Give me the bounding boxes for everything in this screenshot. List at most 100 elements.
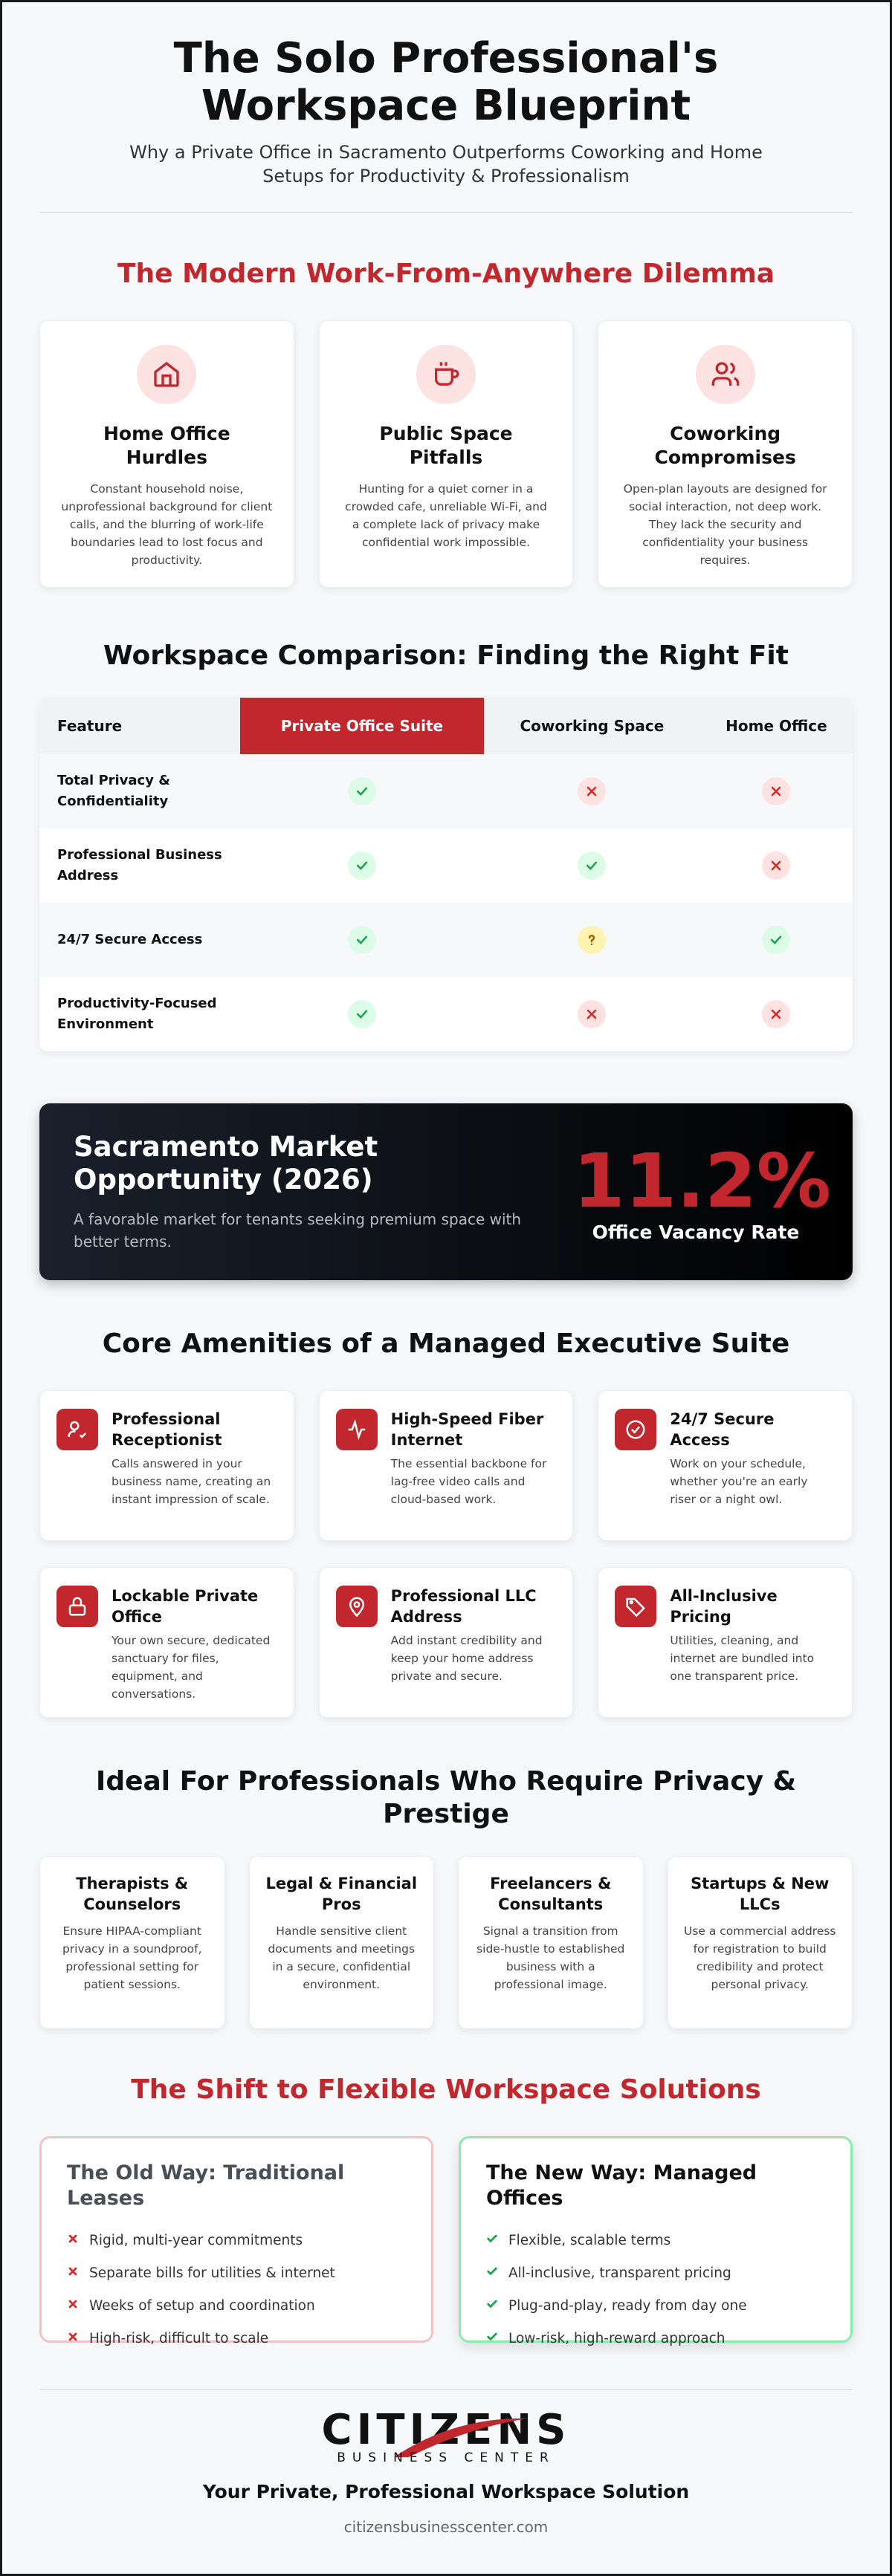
shift-boxes: The Old Way: Traditional Leases Rigid, mu… [39, 2136, 853, 2346]
cross-icon [762, 1000, 791, 1028]
url: citizensbusinesscenter.com [343, 2518, 549, 2536]
bullet-icon [486, 2257, 498, 2290]
ideal-text: Use a commercial address for registratio… [683, 1924, 836, 1991]
check-icon [347, 777, 376, 805]
icon [137, 345, 197, 404]
dilemma-card: Home Office Hurdles Constant household n… [39, 320, 294, 588]
item-text: Plug-and-play, ready from day one [508, 2298, 747, 2314]
list-item: Rigid, multi-year commitments [67, 2225, 406, 2257]
amenity-text: The essential backbone for lag-free vide… [390, 1457, 547, 1506]
list-item: Flexible, scalable terms [486, 2225, 825, 2257]
list: Flexible, scalable terms All-inclusive, t… [486, 2225, 825, 2355]
tagline: Your Private, Professional Workspace Sol… [202, 2481, 690, 2502]
bullet-icon [67, 2290, 79, 2323]
row: 24/7 Secure Access [39, 903, 853, 977]
amenity-body: 24/7 Secure Access Work on your schedule,… [670, 1409, 836, 1522]
item-text: All-inclusive, transparent pricing [508, 2265, 731, 2281]
stat-value: 11.2% [573, 1137, 831, 1224]
row: Professional Business Address [39, 828, 853, 903]
stat-label: Office Vacancy Rate [592, 1221, 800, 1243]
check-icon [578, 851, 607, 880]
icon [335, 1409, 378, 1450]
amenity-title: 24/7 Secure Access [670, 1410, 775, 1449]
feature: Total Privacy & Confidentiality [39, 754, 240, 828]
column-header: Feature [39, 698, 240, 754]
header-row: Feature Private Office Suite Coworking S… [39, 698, 853, 754]
ideal-text: Signal a transition from side-hustle to … [476, 1924, 625, 1991]
maybe-icon [578, 926, 607, 954]
icon [56, 1409, 98, 1450]
bullet-icon [486, 2225, 498, 2257]
logo-text: CITIZENS [321, 2411, 570, 2454]
amenity-card: All-Inclusive Pricing Utilities, cleaning… [598, 1567, 853, 1718]
check-icon [347, 1000, 376, 1028]
amenity-text: Add instant credibility and keep your ho… [390, 1634, 543, 1683]
cross-icon [578, 1000, 607, 1028]
amenity-body: High-Speed Fiber Internet The essential b… [391, 1409, 557, 1522]
bullet-icon [67, 2257, 79, 2290]
cross-icon [762, 777, 791, 805]
amenity-title: Professional LLC Address [390, 1587, 537, 1626]
logo-swoosh [394, 2418, 528, 2457]
bullet-icon [486, 2290, 498, 2323]
check-icon [347, 851, 376, 880]
box-title: The Old Way: Traditional Leases [67, 2161, 345, 2210]
list-item: All-inclusive, transparent pricing [486, 2257, 825, 2290]
ideal-card: Therapists & Counselors Ensure HIPAA-comp… [39, 1856, 225, 2029]
ideal-title: Therapists & Counselors [76, 1875, 189, 1913]
column-header: Private Office Suite [240, 698, 484, 754]
amenity-body: All-Inclusive Pricing Utilities, cleaning… [670, 1586, 836, 1699]
banner-title: Sacramento Market Opportunity (2026) [74, 1131, 378, 1195]
section-heading: Core Amenities of a Managed Executive Su… [102, 1328, 790, 1359]
content: The Solo Professional's Workspace Bluepr… [2, 2, 890, 2536]
item-text: Low-risk, high-reward approach [508, 2331, 725, 2346]
ideal-text: Handle sensitive client documents and me… [268, 1924, 416, 1991]
ideal-card: Startups & New LLCs Use a commercial addr… [667, 1856, 853, 2029]
ideal-title: Legal & Financial Pros [265, 1875, 418, 1913]
amenity-grid: Professional Receptionist Calls answered … [39, 1390, 853, 1718]
subtitle: Why a Private Office in Sacramento Outpe… [129, 142, 763, 186]
dilemma-card: Public Space Pitfalls Hunting for a quie… [318, 320, 574, 588]
box-title: The New Way: Managed Offices [486, 2161, 757, 2210]
list-item: High-risk, difficult to scale [67, 2323, 406, 2355]
list-item: Low-risk, high-reward approach [486, 2323, 825, 2355]
amenity-card: High-Speed Fiber Internet The essential b… [318, 1390, 574, 1541]
section-heading: The Shift to Flexible Workspace Solution… [131, 2074, 761, 2105]
item-text: Weeks of setup and coordination [89, 2298, 315, 2314]
dilemma-cards: Home Office Hurdles Constant household n… [39, 320, 853, 588]
ideal-title: Freelancers & Consultants [490, 1875, 612, 1913]
item-text: Rigid, multi-year commitments [89, 2233, 303, 2248]
amenity-title: All-Inclusive Pricing [670, 1587, 778, 1626]
ideal-text: Ensure HIPAA-compliant privacy in a soun… [62, 1924, 202, 1991]
comparison-table: Feature Private Office Suite Coworking S… [39, 698, 853, 1051]
amenity-card: 24/7 Secure Access Work on your schedule,… [598, 1390, 853, 1541]
icon [615, 1409, 657, 1450]
amenity-body: Professional LLC Address Add instant cred… [391, 1586, 557, 1699]
list: Rigid, multi-year commitments Separate bi… [67, 2225, 406, 2355]
section-heading: Workspace Comparison: Finding the Right … [103, 640, 789, 671]
amenity-row: Lockable Private Office Your own secure, … [39, 1567, 853, 1718]
icon [695, 345, 755, 404]
banner-text: A favorable market for tenants seeking p… [74, 1210, 522, 1250]
ideal-card: Legal & Financial Pros Handle sensitive c… [248, 1856, 434, 2029]
card-title: Home Office Hurdles [103, 423, 230, 468]
column-header: Home Office [699, 698, 853, 754]
card-text: Open-plan layouts are designed for socia… [623, 482, 827, 567]
amenity-body: Lockable Private Office Your own secure, … [112, 1586, 277, 1701]
icon [56, 1586, 98, 1627]
check-icon [347, 926, 376, 954]
list-item: Weeks of setup and coordination [67, 2290, 406, 2323]
item-text: Flexible, scalable terms [508, 2233, 671, 2248]
cross-icon [762, 851, 791, 880]
bullet-icon [486, 2323, 498, 2355]
market-banner: Sacramento Market Opportunity (2026) A fa… [39, 1103, 853, 1280]
icon [335, 1586, 378, 1627]
check-icon [762, 926, 791, 954]
bullet-icon [67, 2323, 79, 2355]
ideal-cards: Therapists & Counselors Ensure HIPAA-comp… [39, 1856, 853, 2029]
feature: 24/7 Secure Access [39, 903, 240, 977]
ideal-card: Freelancers & Consultants Signal a transi… [458, 1856, 644, 2029]
amenity-row: Professional Receptionist Calls answered … [39, 1390, 853, 1541]
section-heading: The Modern Work-From-Anywhere Dilemma [117, 259, 775, 289]
